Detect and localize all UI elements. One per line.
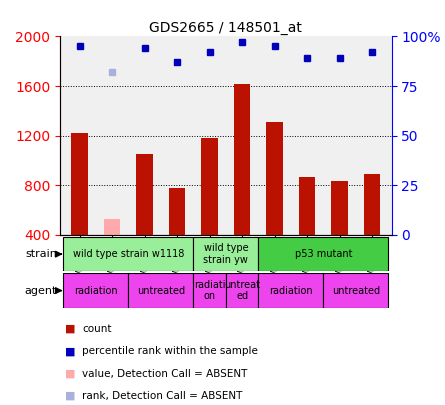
Text: ■: ■: [65, 391, 75, 401]
Text: percentile rank within the sample: percentile rank within the sample: [82, 346, 258, 356]
Bar: [193, 237, 259, 271]
Text: strain: strain: [25, 249, 57, 259]
Text: wild type
strain yw: wild type strain yw: [203, 243, 248, 265]
Bar: [267, 122, 283, 235]
Text: radiati
on: radiati on: [194, 280, 225, 301]
Text: untreated: untreated: [137, 286, 185, 296]
Text: wild type strain w1118: wild type strain w1118: [73, 249, 184, 259]
Bar: [72, 133, 88, 235]
Text: count: count: [82, 324, 112, 334]
Text: ■: ■: [65, 369, 75, 379]
Bar: [234, 83, 250, 235]
Bar: [193, 273, 226, 308]
Text: p53 mutant: p53 mutant: [295, 249, 352, 259]
Bar: [128, 273, 193, 308]
Text: radiation: radiation: [269, 286, 313, 296]
Bar: [104, 219, 120, 235]
Bar: [63, 273, 128, 308]
Text: rank, Detection Call = ABSENT: rank, Detection Call = ABSENT: [82, 391, 243, 401]
Text: ■: ■: [65, 324, 75, 334]
Bar: [259, 237, 388, 271]
Bar: [169, 188, 185, 235]
Text: value, Detection Call = ABSENT: value, Detection Call = ABSENT: [82, 369, 248, 379]
Bar: [226, 273, 259, 308]
Text: untreated: untreated: [332, 286, 380, 296]
Bar: [332, 181, 348, 235]
Bar: [63, 237, 193, 271]
Title: GDS2665 / 148501_at: GDS2665 / 148501_at: [150, 21, 302, 35]
Text: radiation: radiation: [74, 286, 117, 296]
Text: untreat
ed: untreat ed: [224, 280, 260, 301]
Text: agent: agent: [24, 286, 57, 296]
Bar: [299, 177, 315, 235]
Text: ■: ■: [65, 346, 75, 356]
Bar: [137, 154, 153, 235]
Bar: [259, 273, 324, 308]
Bar: [202, 138, 218, 235]
Bar: [364, 173, 380, 235]
Bar: [324, 273, 388, 308]
